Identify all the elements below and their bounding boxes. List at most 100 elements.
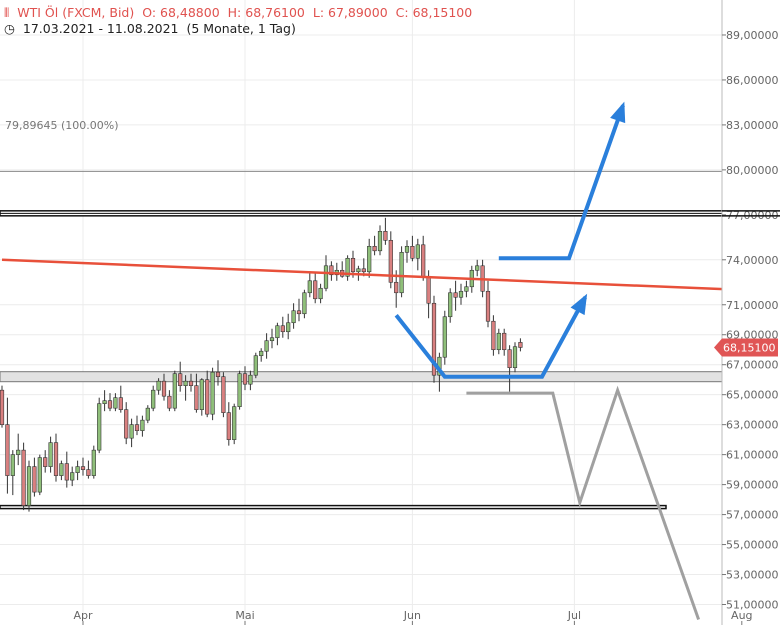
candle-22: [118, 385, 123, 413]
candle-body: [388, 240, 393, 283]
fib-level-label: 79,89645 (100.00%): [5, 119, 119, 132]
candle-24: [129, 418, 134, 448]
candle-body: [485, 290, 491, 322]
candle-body: [329, 265, 334, 276]
candle-71: [383, 217, 388, 245]
candle-body: [350, 257, 356, 273]
candle-body: [75, 466, 80, 473]
y-tick-label-9: 65,00000: [726, 389, 779, 402]
candle-33: [178, 361, 183, 392]
candle-body: [205, 379, 210, 415]
last-price-badge: [714, 338, 778, 357]
candle-body: [502, 332, 507, 351]
candle-59: [318, 283, 323, 304]
close-value: C: 68,15100: [395, 5, 473, 20]
horizontal-levels: [0, 170, 743, 510]
candle-36: [194, 373, 199, 413]
candle-44: [237, 370, 242, 410]
candle-body: [399, 251, 404, 294]
candle-91: [491, 315, 496, 356]
y-tick-label-5: 74,00000: [726, 254, 779, 267]
candle-body: [458, 290, 464, 298]
candle-5: [26, 460, 32, 512]
candle-86: [464, 280, 469, 298]
candle-body: [199, 379, 204, 410]
drawings: [1, 101, 780, 620]
candle-96: [518, 338, 523, 352]
candle-84: [453, 280, 458, 311]
candle-body: [356, 268, 361, 273]
candle-31: [167, 390, 172, 412]
candle-body: [151, 389, 156, 409]
candle-18: [97, 397, 102, 454]
candle-body: [21, 449, 26, 506]
candle-58: [313, 273, 318, 304]
candle-body: [145, 407, 150, 421]
candle-9: [48, 436, 53, 473]
candle-body: [448, 292, 453, 318]
candle-3: [16, 433, 21, 466]
candle-body: [367, 246, 372, 273]
candle-88: [475, 259, 480, 277]
candle-52: [280, 316, 285, 338]
candle-body: [156, 380, 161, 391]
candle-25: [134, 415, 140, 436]
y-tick-label-15: 53,00000: [726, 569, 779, 582]
candle-body: [178, 373, 183, 386]
candle-body: [491, 320, 496, 351]
candle-6: [32, 457, 37, 497]
bearish-scenario: [466, 385, 701, 620]
candle-47: [253, 352, 258, 379]
candle-39: [210, 367, 215, 421]
candle-body: [5, 424, 10, 476]
candle-body: [124, 409, 129, 439]
y-tick-label-10: 63,00000: [726, 419, 779, 432]
candle-body: [269, 337, 275, 342]
candle-body: [102, 400, 107, 404]
candle-30: [161, 373, 167, 401]
candle-body: [307, 280, 312, 294]
candle-body: [275, 325, 280, 339]
candle-body: [221, 376, 226, 413]
candle-29: [156, 378, 161, 395]
candle-80: [431, 295, 437, 383]
candle-63: [340, 261, 345, 278]
candle-body: [194, 385, 199, 410]
candle-body: [313, 280, 318, 300]
candle-14: [75, 460, 80, 481]
candle-body: [248, 374, 253, 385]
candle-40: [215, 360, 221, 386]
candle-body: [518, 342, 523, 348]
candle-body: [302, 292, 307, 315]
low-value: L: 67,89000: [312, 5, 388, 20]
candle-75: [404, 240, 410, 263]
candle-78: [421, 235, 426, 281]
candle-body: [431, 302, 437, 376]
candle-body: [323, 265, 329, 289]
candle-50: [269, 328, 275, 349]
last-price-label: 68,15100: [723, 341, 776, 354]
candlestick-series: [0, 217, 523, 512]
y-tick-label-12: 59,00000: [726, 479, 779, 492]
candle-61: [329, 261, 334, 281]
candle-4: [21, 442, 26, 511]
candle-55: [296, 298, 302, 322]
candle-body: [264, 340, 269, 352]
candlestick-icon: ⫴: [4, 5, 10, 20]
candle-70: [377, 225, 383, 256]
candle-83: [448, 288, 453, 323]
candle-11: [59, 460, 64, 481]
support-zone: [0, 371, 723, 383]
candle-76: [410, 235, 415, 262]
candle-16: [86, 460, 91, 479]
clock-icon: ◷: [4, 21, 15, 36]
candle-body: [80, 466, 86, 470]
candle-90: [485, 280, 491, 328]
candle-body: [37, 457, 42, 493]
candle-35: [188, 373, 194, 392]
candle-body: [215, 371, 221, 377]
candle-body: [26, 466, 32, 506]
candle-body: [404, 246, 410, 253]
candle-20: [107, 393, 113, 412]
candle-74: [399, 246, 404, 298]
